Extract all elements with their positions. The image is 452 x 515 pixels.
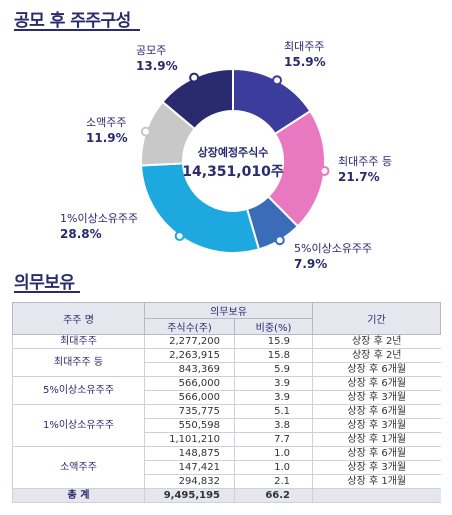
total-row: 총 계 9,495,195 66.2 (12, 488, 441, 503)
period-cell: 상장 후 6개월 (312, 404, 441, 419)
table-row: 843,369 5.9 상장 후 6개월 (13, 362, 441, 377)
donut-slices (140, 67, 326, 254)
period-cell: 상장 후 6개월 (312, 362, 441, 377)
slice-marker (174, 230, 185, 241)
total-period-cell (312, 488, 441, 503)
table-row: 최대주주 등 2,263,915 15.8 상장 후 2년 (12, 348, 441, 377)
table-row: 소액주주 148,875 1.0 상장 후 6개월 (12, 446, 441, 489)
period-cell: 상장 후 2년 (312, 334, 441, 349)
slice-label: 1%이상소유주주 (60, 212, 138, 225)
shares-cell: 843,369 (144, 362, 235, 377)
period-cell: 상장 후 1개월 (312, 474, 441, 489)
slice-label: 5%이상소유주주 (294, 242, 372, 255)
shares-cell: 735,775 (144, 404, 235, 419)
slice-marker (140, 126, 151, 137)
table-row: 566,000 3.9 상장 후 3개월 (13, 390, 441, 405)
slice-marker (319, 165, 330, 176)
header-holder: 주주 명 (12, 302, 145, 335)
slice-percent-label: 13.9% (136, 59, 178, 73)
slice-percent-label: 11.9% (86, 131, 128, 145)
total-ratio-cell: 66.2 (234, 488, 313, 503)
ratio-cell: 15.9 (234, 334, 313, 349)
table-row: 5%이상소유주주 566,000 3.9 상장 후 6개월 (12, 376, 441, 405)
slice-marker (274, 235, 285, 246)
shares-cell: 566,000 (144, 376, 235, 391)
slice-percent-label: 15.9% (284, 55, 326, 69)
table-row: 1,101,210 7.7 상장 후 1개월 (13, 432, 441, 447)
period-cell: 상장 후 6개월 (312, 446, 441, 461)
ratio-cell: 3.9 (234, 390, 313, 405)
title-underline (14, 29, 140, 31)
slice-marker (272, 75, 283, 86)
table-row: 294,832 2.1 상장 후 1개월 (13, 474, 441, 489)
shares-cell: 2,263,915 (144, 348, 235, 363)
shares-cell: 294,832 (144, 474, 235, 489)
ratio-cell: 1.0 (234, 446, 313, 461)
ratio-cell: 5.1 (234, 404, 313, 419)
shares-cell: 2,277,200 (144, 334, 235, 349)
ratio-cell: 2.1 (234, 474, 313, 489)
title-underline (14, 291, 80, 293)
period-cell: 상장 후 3개월 (312, 418, 441, 433)
ratio-cell: 15.8 (234, 348, 313, 363)
slice-marker (189, 72, 200, 83)
shareholder-composition-title: 공모 후 주주구성 (14, 11, 131, 31)
total-shares-cell: 9,495,195 (144, 488, 235, 503)
center-value: 14,351,010주 (182, 164, 284, 180)
slice-label: 공모주 (136, 44, 166, 57)
lockup-table: 주주 명 의무보유 기간 주식수(주) 비중(%) 최대주주 2,277,200 1… (12, 302, 441, 503)
period-cell: 상장 후 1개월 (312, 432, 441, 447)
slice-label: 최대주주 등 (338, 155, 392, 168)
slice-percent-label: 28.8% (60, 227, 102, 241)
slice-percent-label: 7.9% (294, 257, 327, 270)
shares-cell: 147,421 (144, 460, 235, 475)
period-cell: 상장 후 6개월 (312, 376, 441, 391)
header-ratio: 비중(%) (234, 318, 313, 335)
holder-cell: 최대주주 (12, 334, 145, 349)
slice-label: 최대주주 (284, 40, 324, 53)
lockup-title: 의무보유 (14, 273, 75, 293)
table-row: 최대주주 2,277,200 15.9 상장 후 2년 (12, 334, 441, 349)
header-shares: 주식수(주) (144, 318, 235, 335)
slice-label: 소액주주 (86, 116, 126, 129)
shareholder-donut-chart: 최대주주 15.9% 최대주주 등 21.7% 5%이상소유주주 7.9% 1%이상소유주주… (60, 40, 392, 270)
ratio-cell: 7.7 (234, 432, 313, 447)
ratio-cell: 3.9 (234, 376, 313, 391)
donut-hole (183, 111, 283, 211)
header-period: 기간 (312, 302, 441, 335)
slice-percent-label: 21.7% (338, 170, 380, 184)
period-cell: 상장 후 3개월 (312, 460, 441, 475)
header-lockup: 의무보유 (144, 302, 313, 319)
period-cell: 상장 후 2년 (312, 348, 441, 363)
total-holder-cell: 총 계 (12, 488, 145, 503)
table-row: 1%이상소유주주 735,775 5.1 상장 후 6개월 (12, 404, 441, 447)
center-label: 상장예정주식수 (198, 145, 269, 159)
shares-cell: 566,000 (144, 390, 235, 405)
table-row: 550,598 3.8 상장 후 3개월 (13, 418, 441, 433)
ratio-cell: 5.9 (234, 362, 313, 377)
holder-cell: 최대주주 등 (12, 348, 145, 377)
holder-cell: 5%이상소유주주 (12, 376, 145, 405)
ratio-cell: 3.8 (234, 418, 313, 433)
period-cell: 상장 후 3개월 (312, 390, 441, 405)
shares-cell: 148,875 (144, 446, 235, 461)
ratio-cell: 1.0 (234, 460, 313, 475)
shares-cell: 550,598 (144, 418, 235, 433)
holder-cell: 소액주주 (12, 446, 145, 489)
table-row: 147,421 1.0 상장 후 3개월 (13, 460, 441, 475)
holder-cell: 1%이상소유주주 (12, 404, 145, 447)
shares-cell: 1,101,210 (144, 432, 235, 447)
